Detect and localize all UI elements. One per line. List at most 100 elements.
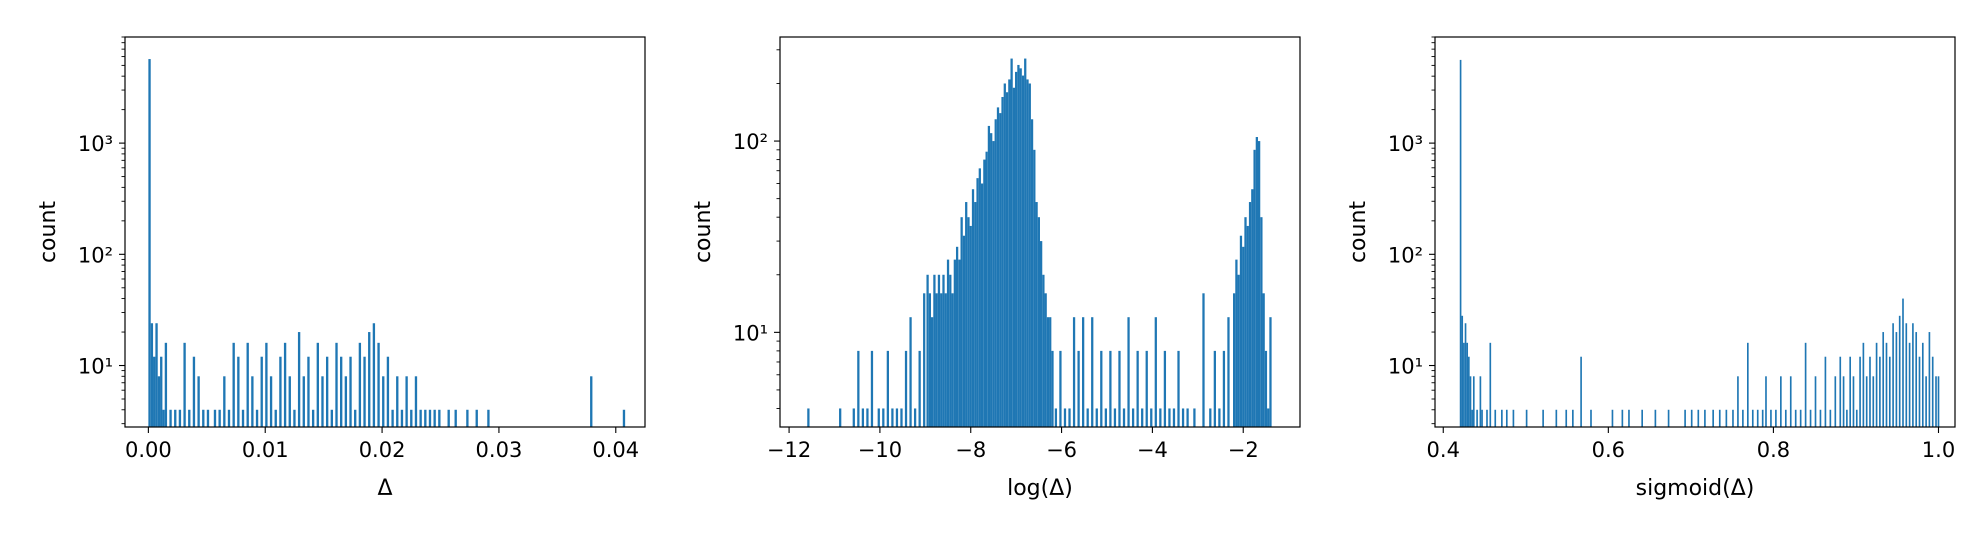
histogram-bar xyxy=(335,342,338,427)
histogram-bar xyxy=(279,356,282,427)
histogram-bar xyxy=(241,409,245,427)
histogram-bar xyxy=(1690,409,1693,427)
histogram-bar xyxy=(1100,350,1103,427)
histogram-bar xyxy=(288,376,291,427)
histogram-bar xyxy=(861,408,865,427)
x-tick-label: 0.02 xyxy=(359,438,406,462)
x-tick-label: −10 xyxy=(858,438,902,462)
histogram-bar xyxy=(1542,409,1544,427)
y-axis-label: count xyxy=(1346,201,1371,263)
histogram-bar xyxy=(1003,83,1006,428)
histogram-bar xyxy=(153,356,156,427)
histogram-bar xyxy=(1804,342,1807,427)
histogram-bar xyxy=(1262,293,1265,427)
x-tick-label: 0.04 xyxy=(592,438,639,462)
histogram-bar xyxy=(363,356,366,427)
histogram-bar xyxy=(150,323,154,427)
histogram-bar xyxy=(1737,376,1739,427)
histogram-bar xyxy=(265,342,268,427)
x-axis-label: Δ xyxy=(377,476,392,501)
x-tick-label: 0.00 xyxy=(125,438,172,462)
histogram-bar xyxy=(218,409,221,427)
histogram-bar xyxy=(1879,356,1881,427)
y-axis-label: count xyxy=(691,201,716,263)
histogram-bar xyxy=(148,59,151,428)
histogram-bar xyxy=(1248,202,1252,427)
histogram-bar xyxy=(1028,83,1031,428)
x-tick-label: −8 xyxy=(955,438,986,462)
y-tick-label: 10² xyxy=(733,130,768,154)
histogram-bar xyxy=(1912,323,1914,427)
histogram-bar xyxy=(1747,342,1749,427)
histogram-bar xyxy=(1209,408,1212,427)
histogram-bar xyxy=(340,356,343,427)
axes-frame xyxy=(779,36,1301,428)
histogram-bar xyxy=(269,376,273,427)
histogram-bar xyxy=(1468,356,1470,427)
histogram-bar xyxy=(923,293,926,427)
histogram-bar xyxy=(1888,356,1891,427)
histogram-bar xyxy=(994,119,997,428)
histogram-bar xyxy=(1235,259,1238,427)
histogram-bar xyxy=(1859,356,1861,427)
histogram-bar xyxy=(1163,350,1167,427)
histogram-bar xyxy=(1012,87,1016,427)
histogram-bar xyxy=(1040,241,1043,427)
histogram-bar xyxy=(1565,409,1568,427)
histogram-bar xyxy=(1865,376,1868,427)
histogram-bar xyxy=(251,376,254,427)
histogram-bar xyxy=(1072,317,1076,427)
histogram-bar xyxy=(1122,408,1126,427)
histogram-bar xyxy=(900,408,903,427)
histogram-bar xyxy=(807,408,810,427)
histogram-bar xyxy=(1046,317,1050,427)
histogram-bar xyxy=(1937,376,1940,427)
histogram-bar xyxy=(940,293,943,427)
histogram-bar xyxy=(1494,409,1497,427)
histogram-bar xyxy=(1915,332,1918,427)
histogram-bar xyxy=(1580,356,1582,427)
histogram-bar xyxy=(1466,342,1469,427)
histogram-bar xyxy=(410,409,413,427)
histogram-bar xyxy=(246,342,249,427)
histogram-bar xyxy=(1227,317,1230,427)
histogram-bar xyxy=(1037,217,1040,427)
histogram-bar xyxy=(344,376,348,427)
x-tick-label: −12 xyxy=(767,438,811,462)
histogram-bar xyxy=(1751,409,1754,427)
histogram-bar xyxy=(372,323,376,427)
histogram-bar xyxy=(1839,356,1842,427)
histogram-bar xyxy=(330,409,333,427)
histogram-bar xyxy=(1718,409,1721,427)
y-tick-label: 10² xyxy=(78,243,113,267)
histogram-bar xyxy=(157,376,161,427)
histogram-bar xyxy=(999,113,1002,428)
histogram-bar xyxy=(987,125,991,428)
histogram-bar xyxy=(839,408,842,427)
histogram-bar xyxy=(882,408,885,427)
histogram-bar xyxy=(983,159,986,427)
histogram-bar xyxy=(1555,409,1558,427)
histogram-bar xyxy=(866,408,869,427)
histogram-bar xyxy=(1590,409,1592,427)
x-tick-label: −4 xyxy=(1137,438,1168,462)
histogram-bar xyxy=(918,350,921,427)
histogram-bar xyxy=(1855,409,1858,427)
histogram-bar xyxy=(1742,409,1744,427)
histogram-bar xyxy=(969,225,972,427)
histogram-bar xyxy=(1775,409,1777,427)
histogram-bar xyxy=(192,356,196,427)
x-tick-label: 1.0 xyxy=(1922,438,1955,462)
histogram-bar xyxy=(1024,58,1027,428)
histogram-bar xyxy=(992,141,995,427)
histogram-bar xyxy=(1905,323,1908,427)
histogram-bar xyxy=(1181,408,1185,427)
histogram-bar xyxy=(1765,376,1767,427)
histogram-bar xyxy=(891,408,894,427)
histogram-bar xyxy=(1054,408,1058,427)
histogram-bar xyxy=(1042,274,1045,427)
histogram-bar xyxy=(1168,408,1171,427)
histogram-bar xyxy=(1761,409,1764,427)
histogram-bar xyxy=(1260,217,1263,427)
histogram-bar xyxy=(1814,376,1817,427)
